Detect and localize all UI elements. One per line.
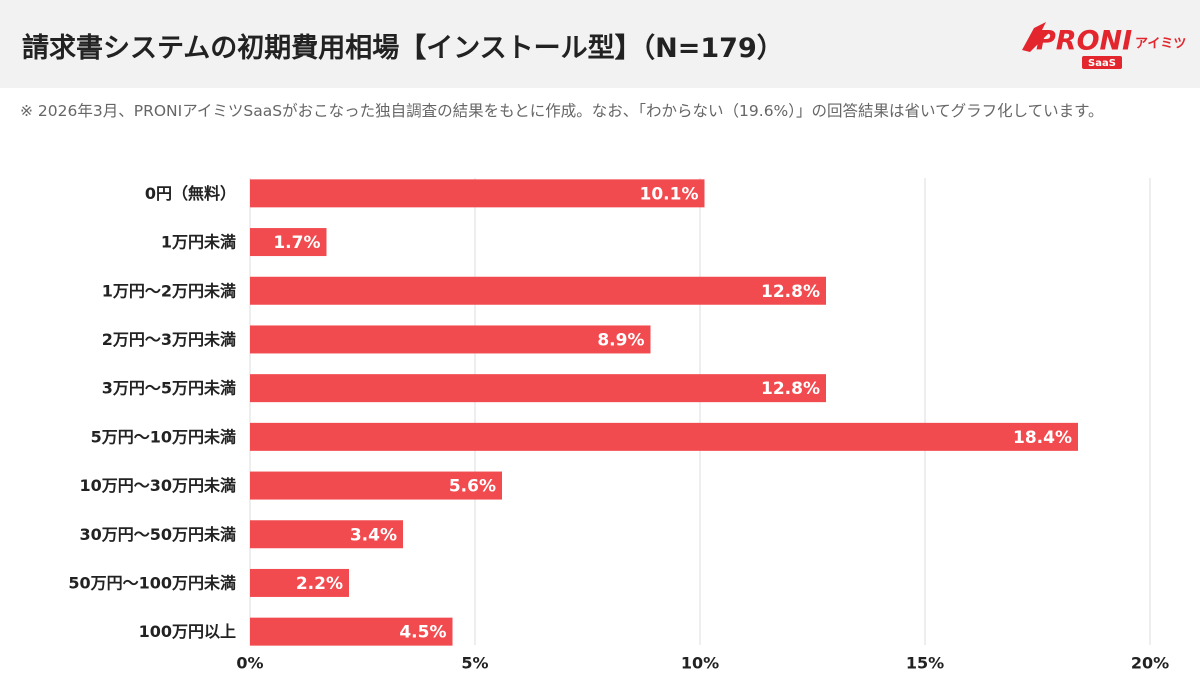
x-tick-label: 5%	[461, 654, 488, 673]
y-tick-label: 3万円〜5万円未満	[102, 379, 236, 398]
logo-icon	[1022, 22, 1050, 52]
value-label: 4.5%	[399, 623, 446, 643]
value-label: 5.6%	[449, 477, 496, 497]
value-label: 2.2%	[296, 574, 343, 594]
bar	[250, 422, 1078, 451]
bar	[250, 276, 826, 305]
logo: PRONI アイミツ SaaS	[1022, 22, 1186, 69]
chart-title: 請求書システムの初期費用相場【インストール型】（N=179）	[22, 33, 784, 64]
logo-brand: PRONI	[1036, 26, 1132, 57]
y-tick-label: 0円（無料）	[145, 184, 236, 203]
value-label: 12.8%	[761, 379, 820, 399]
value-label: 12.8%	[761, 282, 820, 302]
bar	[250, 228, 327, 257]
x-tick-label: 10%	[681, 654, 719, 673]
bar	[250, 179, 705, 208]
y-tick-label: 30万円〜50万円未満	[79, 525, 236, 544]
logo-badge-bg	[1082, 56, 1122, 69]
y-tick-label: 5万円〜10万円未満	[91, 427, 236, 446]
x-tick-label: 20%	[1131, 654, 1169, 673]
chart-note: ※ 2026年3月、PRONIアイミツSaaSがおこなった独自調査の結果をもとに…	[20, 102, 1104, 120]
logo-sub: アイミツ	[1135, 37, 1186, 52]
value-label: 18.4%	[1013, 428, 1072, 448]
y-tick-label: 10万円〜30万円未満	[79, 476, 236, 495]
bar	[250, 325, 651, 354]
bar	[250, 471, 502, 500]
value-label: 8.9%	[597, 330, 644, 350]
bar	[250, 617, 453, 646]
value-label: 3.4%	[350, 525, 397, 545]
y-tick-label: 50万円〜100万円未満	[68, 573, 236, 592]
logo-badge: SaaS	[1088, 58, 1116, 69]
value-label: 10.1%	[640, 184, 699, 204]
x-tick-label: 15%	[906, 654, 944, 673]
header: 請求書システムの初期費用相場【インストール型】（N=179）	[0, 0, 1200, 88]
bar	[250, 568, 349, 597]
x-tick-label: 0%	[236, 654, 263, 673]
bar	[250, 374, 826, 403]
bar	[250, 520, 403, 549]
y-tick-label: 100万円以上	[139, 622, 236, 641]
y-tick-label: 1万円未満	[161, 233, 236, 252]
value-label: 1.7%	[273, 233, 320, 253]
y-tick-label: 2万円〜3万円未満	[102, 330, 236, 349]
y-tick-label: 1万円〜2万円未満	[102, 281, 236, 300]
